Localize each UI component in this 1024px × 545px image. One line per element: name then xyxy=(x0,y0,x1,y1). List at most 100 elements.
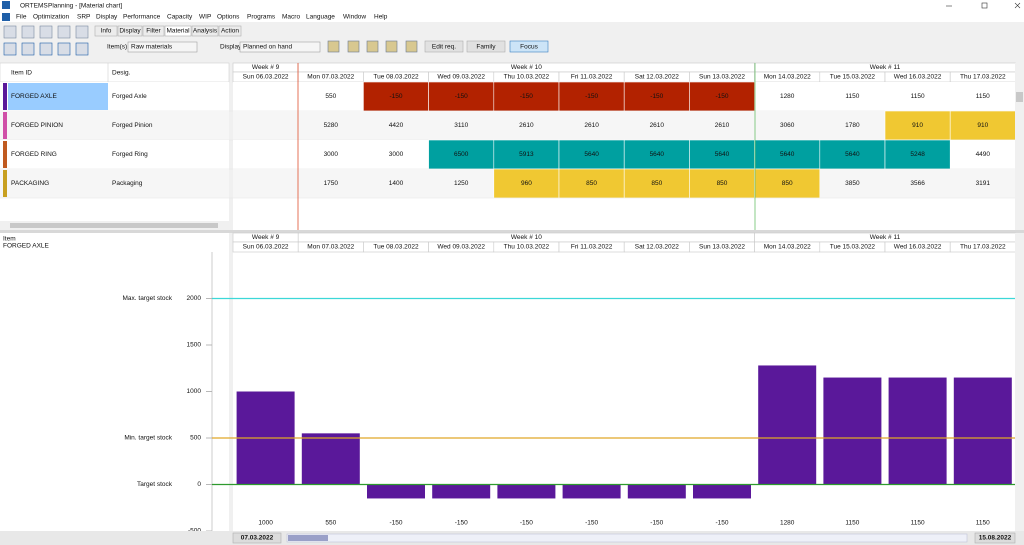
week-label: Week # 11 xyxy=(870,64,901,71)
cell-value: 5913 xyxy=(519,151,534,158)
cell-value: 910 xyxy=(912,122,923,129)
display-value[interactable]: Planned on hand xyxy=(243,44,293,51)
menu-item[interactable]: File xyxy=(16,14,27,21)
cell-value: 2610 xyxy=(650,122,665,129)
button-label[interactable]: Focus xyxy=(520,44,538,51)
item-value: FORGED AXLE xyxy=(3,243,50,250)
bar xyxy=(823,378,881,485)
cell-value: 3060 xyxy=(780,122,795,129)
bar-value-label: 1000 xyxy=(258,520,273,527)
item-id[interactable]: FORGED RING xyxy=(11,151,57,158)
bar xyxy=(693,485,751,499)
menu-item[interactable]: WIP xyxy=(199,14,211,21)
cell-value: 4420 xyxy=(389,122,404,129)
item-id[interactable]: FORGED AXLE xyxy=(11,93,58,100)
tab-label[interactable]: Info xyxy=(101,28,112,35)
tab-label[interactable]: Analysis xyxy=(193,28,218,35)
day-label: Sat 12.03.2022 xyxy=(635,244,679,251)
menu-item[interactable]: Options xyxy=(217,14,240,21)
timeline-track[interactable] xyxy=(287,534,967,542)
cell-value: 5248 xyxy=(910,151,925,158)
toolbar-icon[interactable] xyxy=(4,26,16,38)
toolbar-icon[interactable] xyxy=(367,41,378,52)
cell-value: 2610 xyxy=(584,122,599,129)
v-scroll-thumb[interactable] xyxy=(1016,92,1023,102)
bar xyxy=(302,433,360,484)
reference-label: Max. target stock xyxy=(123,295,173,302)
item-id[interactable]: FORGED PINION xyxy=(11,122,63,129)
y-tick-label: 0 xyxy=(197,481,201,488)
menu-item[interactable]: Display xyxy=(96,14,118,21)
items-value[interactable]: Raw materials xyxy=(131,44,173,51)
item-designation: Packaging xyxy=(112,180,143,187)
row-color-strip xyxy=(3,141,7,168)
menu-item[interactable]: Language xyxy=(306,14,335,21)
cell-value: -150 xyxy=(520,93,533,100)
menu-item[interactable]: Macro xyxy=(282,14,300,21)
chart-left-panel xyxy=(0,233,229,531)
cell-value: 2610 xyxy=(519,122,534,129)
day-label: Sun 13.03.2022 xyxy=(699,74,745,81)
menu-item[interactable]: Help xyxy=(374,14,388,21)
tab-label[interactable]: Filter xyxy=(146,28,161,35)
toolbar-icon[interactable] xyxy=(76,26,88,38)
day-label: Mon 07.03.2022 xyxy=(307,244,354,251)
cell-value: 2610 xyxy=(715,122,730,129)
item-id[interactable]: PACKAGING xyxy=(11,180,49,187)
row-color-strip xyxy=(3,83,7,110)
toolbar-icon[interactable] xyxy=(40,26,52,38)
week-label: Week # 10 xyxy=(511,64,542,71)
cell-value: 850 xyxy=(651,180,662,187)
toolbar-icon[interactable] xyxy=(4,43,16,55)
h-scroll-thumb[interactable] xyxy=(10,223,218,228)
cell-value: 850 xyxy=(717,180,728,187)
toolbar-icon[interactable] xyxy=(40,43,52,55)
menu-item[interactable]: Window xyxy=(343,14,366,21)
menu-item[interactable]: Programs xyxy=(247,14,276,21)
bar-value-label: -150 xyxy=(389,520,402,527)
menu-item[interactable]: SRP xyxy=(77,14,90,21)
item-designation: Forged Axle xyxy=(112,93,147,100)
tab-label[interactable]: Material xyxy=(166,28,190,35)
toolbar-icon[interactable] xyxy=(328,41,339,52)
tab-label[interactable]: Action xyxy=(221,28,239,35)
cell-value: 5640 xyxy=(650,151,665,158)
toolbar-icon[interactable] xyxy=(22,43,34,55)
menu-item[interactable]: Performance xyxy=(123,14,161,21)
cell-value: 4490 xyxy=(976,151,991,158)
button-label[interactable]: Family xyxy=(476,44,496,51)
menu-item[interactable]: Capacity xyxy=(167,14,193,21)
y-tick-label: 500 xyxy=(190,435,201,442)
cell-value: 850 xyxy=(586,180,597,187)
week-label: Week # 9 xyxy=(252,234,280,241)
cell-value: 5280 xyxy=(324,122,339,129)
app-icon xyxy=(2,1,10,9)
toolbar-icon[interactable] xyxy=(58,43,70,55)
bar xyxy=(432,485,490,499)
toolbar-icon[interactable] xyxy=(76,43,88,55)
cell-value: 1750 xyxy=(324,180,339,187)
start-date: 07.03.2022 xyxy=(241,535,274,542)
day-label: Thu 17.03.2022 xyxy=(960,244,1006,251)
week-label: Week # 10 xyxy=(511,234,542,241)
column-header: Item ID xyxy=(11,70,32,77)
menu-icon xyxy=(2,13,10,21)
cell-value: -150 xyxy=(650,93,663,100)
menu-item[interactable]: Optimization xyxy=(33,14,70,21)
bar-value-label: -150 xyxy=(650,520,663,527)
toolbar-icon[interactable] xyxy=(348,41,359,52)
toolbar-icon[interactable] xyxy=(58,26,70,38)
tab-label[interactable]: Display xyxy=(119,28,141,35)
row-color-strip xyxy=(3,170,7,197)
cell-value: 960 xyxy=(521,180,532,187)
toolbar-icon[interactable] xyxy=(386,41,397,52)
toolbar-icon[interactable] xyxy=(22,26,34,38)
day-label: Mon 07.03.2022 xyxy=(307,74,354,81)
bar-value-label: 550 xyxy=(325,520,336,527)
column-header: Desig. xyxy=(112,70,131,77)
cell-value: 3566 xyxy=(910,180,925,187)
toolbar-icon[interactable] xyxy=(406,41,417,52)
timeline-thumb[interactable] xyxy=(288,535,328,541)
